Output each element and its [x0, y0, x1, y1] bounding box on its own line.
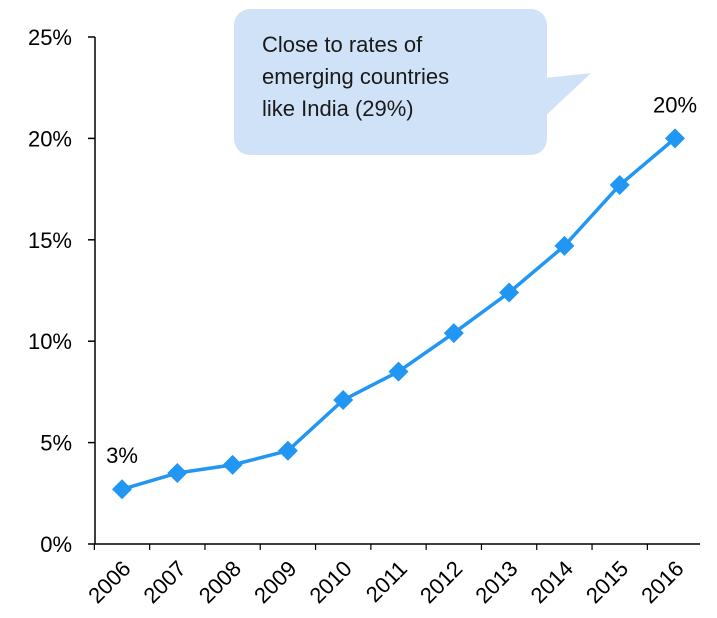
- annotation-callout: Close to rates of emerging countries lik…: [234, 9, 547, 155]
- data-point: [499, 282, 520, 303]
- y-tick-label: 20%: [28, 126, 72, 151]
- y-tick-label: 5%: [40, 431, 72, 456]
- labels-layer: 3% 20%: [106, 92, 697, 468]
- data-label: 3%: [106, 443, 138, 468]
- data-point: [609, 175, 630, 196]
- series-line: [121, 137, 677, 491]
- x-tick-label: 2013: [470, 556, 522, 608]
- y-tick-label: 0%: [40, 532, 72, 557]
- y-tick-label: 10%: [28, 329, 72, 354]
- data-point: [554, 235, 575, 256]
- x-tick-label: 2010: [304, 556, 356, 608]
- x-tick-label: 2009: [249, 556, 301, 608]
- x-tick-label: 2007: [139, 556, 191, 608]
- y-tick-label: 25%: [28, 25, 72, 50]
- x-tick-label: 2012: [415, 556, 467, 608]
- data-point: [665, 128, 685, 149]
- x-tick-label: 2008: [194, 556, 246, 608]
- data-point: [277, 440, 298, 461]
- x-tick-label: 2011: [361, 556, 412, 607]
- annotation-text: Close to rates of emerging countries lik…: [262, 29, 537, 125]
- x-tick-label: 2006: [83, 556, 135, 608]
- annotation-line-1: Close to rates of: [262, 32, 423, 57]
- x-tick-label: 2014: [526, 556, 578, 608]
- data-point: [333, 390, 354, 411]
- data-point: [388, 361, 409, 382]
- data-point: [443, 323, 464, 344]
- data-point: [222, 454, 243, 475]
- data-point: [112, 479, 132, 500]
- annotation-line-3: like India (29%): [262, 96, 414, 121]
- data-point: [167, 463, 188, 484]
- y-tick-label: 15%: [28, 228, 72, 253]
- series-layer: [112, 128, 685, 500]
- data-label: 20%: [653, 92, 697, 117]
- annotation-line-2: emerging countries: [262, 64, 450, 89]
- x-tick-label: 2016: [636, 556, 688, 608]
- x-tick-label: 2015: [581, 556, 633, 608]
